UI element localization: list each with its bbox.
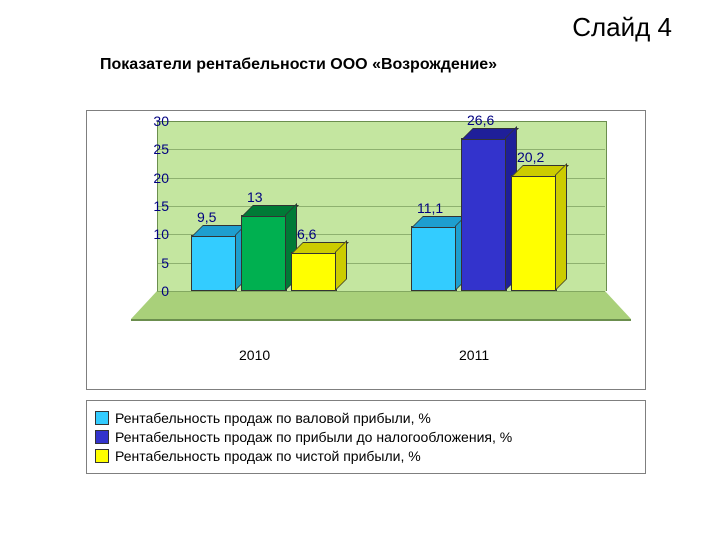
y-tick-label: 25	[129, 141, 169, 157]
floor-edge	[131, 319, 631, 321]
legend: Рентабельность продаж по валовой прибыли…	[86, 400, 646, 474]
legend-label: Рентабельность продаж по прибыли до нало…	[115, 429, 512, 445]
bar-value-label: 9,5	[197, 209, 216, 225]
chart-title: Показатели рентабельности ООО «Возрожден…	[100, 56, 497, 74]
legend-item: Рентабельность продаж по чистой прибыли,…	[95, 448, 637, 464]
plot-area: 051015202530 9,5136,611,126,620,2 201020…	[131, 121, 631, 321]
y-tick-label: 5	[129, 255, 169, 271]
bar-value-label: 6,6	[297, 226, 316, 242]
bar-value-label: 11,1	[417, 200, 443, 216]
bar-value-label: 13	[247, 189, 263, 205]
slide-number: Слайд 4	[572, 12, 672, 43]
gridline	[157, 121, 605, 122]
bar-value-label: 20,2	[517, 149, 544, 165]
legend-label: Рентабельность продаж по чистой прибыли,…	[115, 448, 421, 464]
legend-swatch	[95, 449, 109, 463]
legend-item: Рентабельность продаж по прибыли до нало…	[95, 429, 637, 445]
legend-swatch	[95, 411, 109, 425]
bar-value-label: 26,6	[467, 112, 494, 128]
x-tick-label: 2010	[239, 347, 270, 363]
y-tick-label: 0	[129, 283, 169, 299]
legend-item: Рентабельность продаж по валовой прибыли…	[95, 410, 637, 426]
y-tick-label: 15	[129, 198, 169, 214]
chart-container: 0 5 10 15 20 25 30 9,5 13 6,6 11,1 26,6 20,2 2010 20…	[86, 110, 646, 390]
y-tick-label: 20	[129, 170, 169, 186]
floor	[131, 291, 631, 319]
legend-label: Рентабельность продаж по валовой прибыли…	[115, 410, 431, 426]
y-tick-label: 30	[129, 113, 169, 129]
y-tick-label: 10	[129, 226, 169, 242]
x-tick-label: 2011	[459, 347, 489, 363]
legend-swatch	[95, 430, 109, 444]
gridline	[157, 291, 605, 292]
